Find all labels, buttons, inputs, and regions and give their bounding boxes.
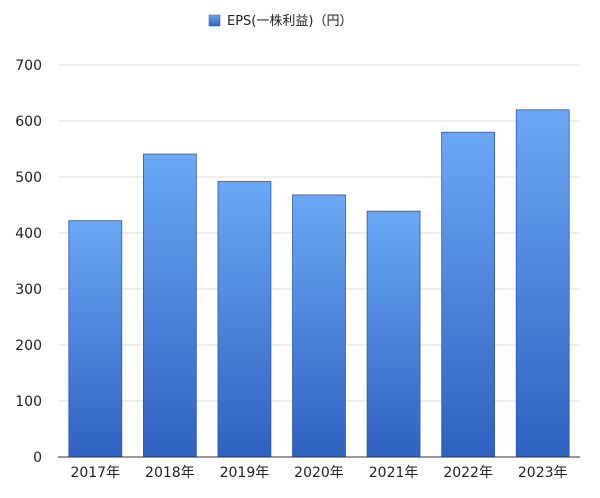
y-tick-label: 700: [15, 58, 42, 74]
x-tick-label: 2019年: [220, 465, 270, 481]
y-tick-label: 600: [15, 114, 42, 130]
bars: [68, 109, 570, 458]
y-tick-label: 500: [15, 170, 42, 186]
y-tick-label: 100: [15, 394, 42, 410]
legend-swatch: [208, 14, 221, 27]
bar-4: [366, 210, 421, 458]
bar-6: [515, 109, 570, 458]
y-tick-label: 400: [15, 226, 42, 242]
x-tick-label: 2023年: [518, 465, 568, 481]
legend: EPS(一株利益)（円）: [208, 14, 352, 29]
x-tick-label: 2020年: [294, 465, 344, 481]
bar-1: [142, 153, 197, 458]
x-tick-label: 2017年: [70, 465, 120, 481]
y-axis-tick-labels: 0 100 200 300 400 500 600 700: [15, 58, 42, 466]
bar-0: [68, 220, 123, 458]
bar-2: [217, 181, 272, 458]
y-tick-label: 300: [15, 282, 42, 298]
bar-5: [441, 131, 496, 458]
x-axis-tick-labels: 2017年 2018年 2019年 2020年 2021年 2022年 2023年: [70, 465, 567, 481]
y-tick-label: 0: [33, 450, 42, 466]
x-tick-label: 2021年: [369, 465, 419, 481]
x-tick-label: 2022年: [443, 465, 493, 481]
x-tick-label: 2018年: [145, 465, 195, 481]
legend-label: EPS(一株利益)（円）: [227, 14, 352, 29]
bar-3: [292, 194, 346, 458]
y-tick-label: 200: [15, 338, 42, 354]
